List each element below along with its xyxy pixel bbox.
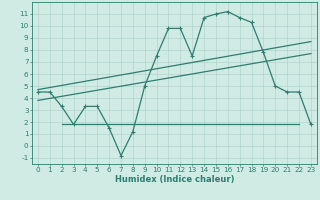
X-axis label: Humidex (Indice chaleur): Humidex (Indice chaleur) <box>115 175 234 184</box>
